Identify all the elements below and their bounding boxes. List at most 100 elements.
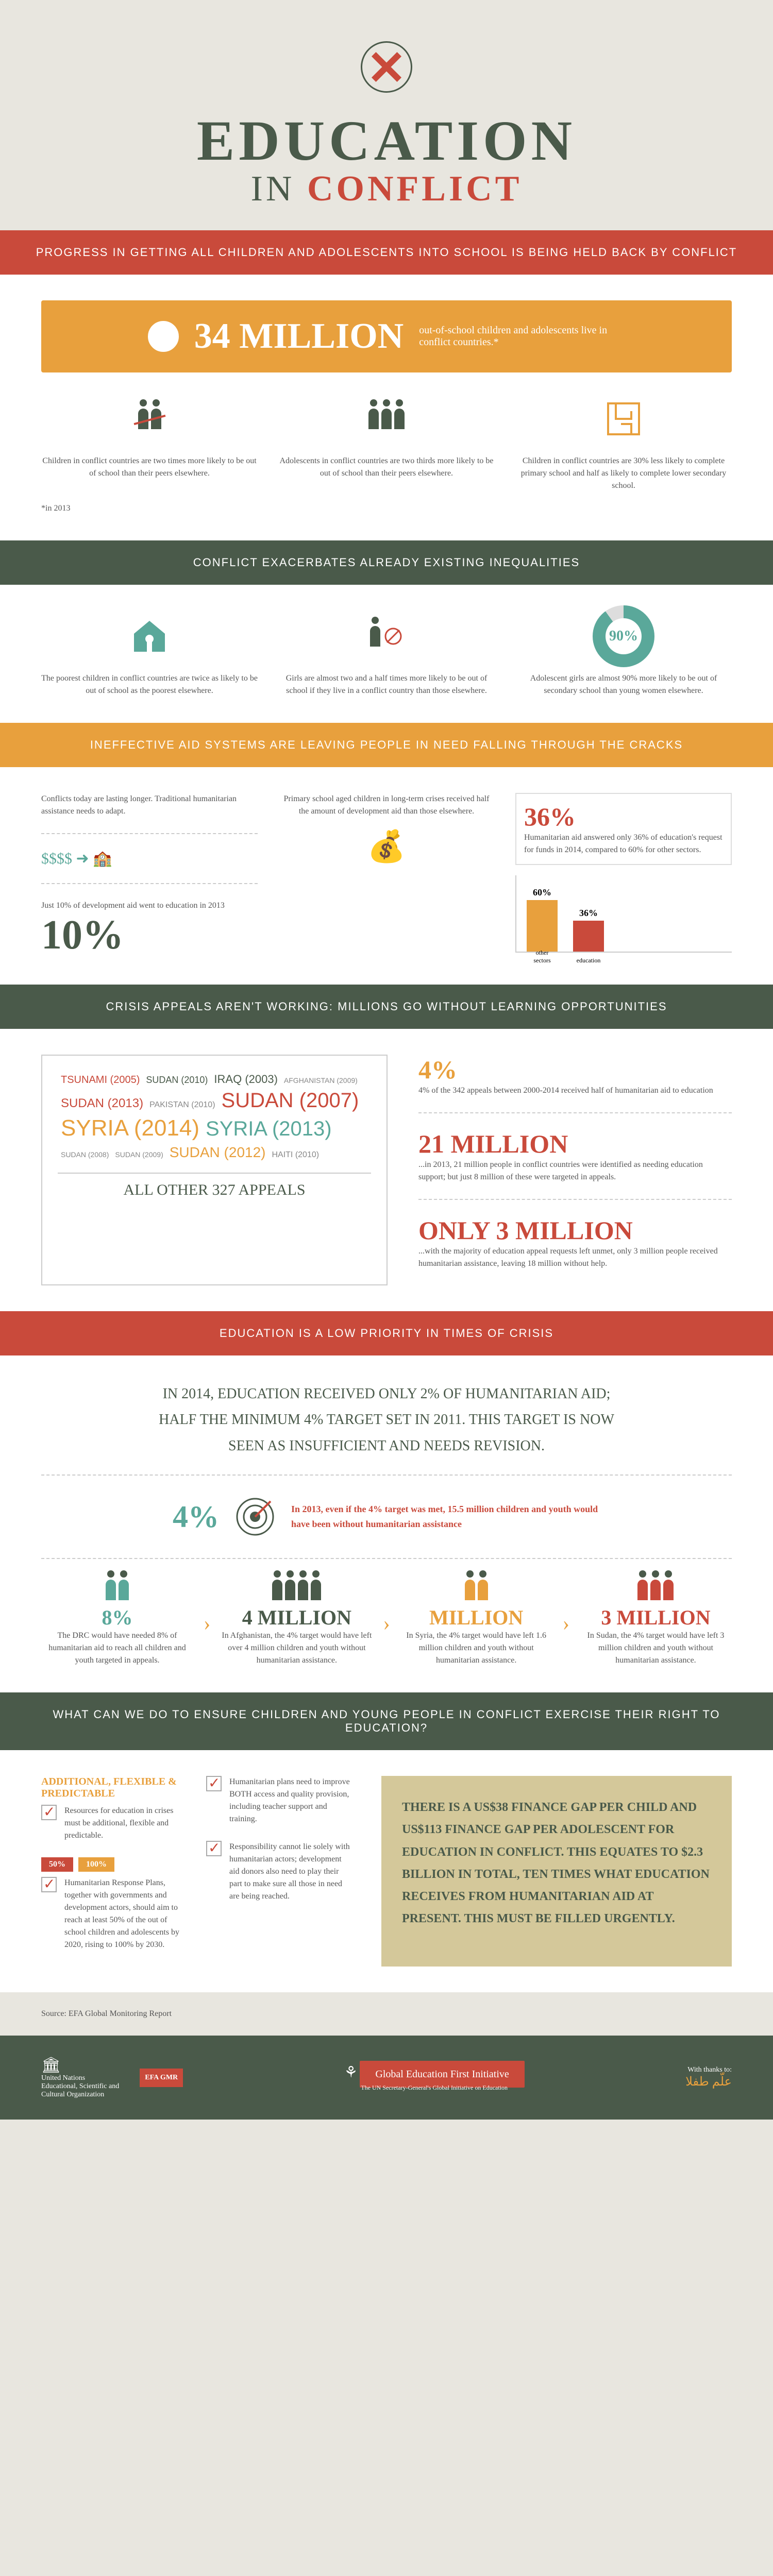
check-a: Resources for education in crises must b…: [64, 1805, 186, 1842]
aid-col-left: Conflicts today are lasting longer. Trad…: [41, 793, 258, 959]
stat-hero: 34 MILLION out-of-school children and ad…: [41, 300, 732, 372]
globe-icon: [148, 321, 179, 352]
bar1-label: 60%: [527, 887, 558, 898]
checkbox-icon: [41, 1805, 57, 1820]
row-three-stats: Children in conflict countries are two t…: [41, 393, 732, 492]
arrow-afg: 4 MILLION In Afghanistan, the 4% target …: [221, 1580, 373, 1667]
source-row: Source: EFA Global Monitoring Report: [0, 1992, 773, 2036]
banner-whatcanwedo: WHAT CAN WE DO TO ENSURE CHILDREN AND YO…: [0, 1692, 773, 1750]
checkbox-icon: [41, 1877, 57, 1892]
c-n: MILLION: [400, 1605, 552, 1630]
d-n: 3 MILLION: [580, 1605, 732, 1630]
logo-target-icon: [361, 41, 412, 93]
badge-100: 100%: [78, 1857, 114, 1872]
arrow-icon: ›: [204, 1611, 210, 1635]
col-90pct: 90% Adolescent girls are almost 90% more…: [515, 611, 732, 697]
footer: 🏛 United Nations Educational, Scientific…: [0, 2036, 773, 2120]
col-girls: Girls are almost two and a half times mo…: [278, 611, 495, 697]
arrow-syria: MILLION In Syria, the 4% target would ha…: [400, 1580, 552, 1667]
page: EDUCATION IN CONFLICT PROGRESS IN GETTIN…: [0, 0, 773, 2120]
subtitle-conflict: CONFLICT: [307, 169, 522, 209]
text-c: Children in conflict countries are 30% l…: [515, 455, 732, 492]
bar1-bottom: other sectors: [527, 949, 558, 964]
word-cloud-box: TSUNAMI (2005)SUDAN (2010)IRAQ (2003)AFG…: [41, 1055, 388, 1285]
donut-value: 90%: [606, 618, 642, 654]
text-a: Children in conflict countries are two t…: [41, 455, 258, 480]
col-children: Children in conflict countries are two t…: [41, 393, 258, 492]
s3-n: ONLY 3 MILLION: [418, 1215, 732, 1245]
header: EDUCATION IN CONFLICT: [0, 0, 773, 230]
arrow-sudan: 3 MILLION In Sudan, the 4% target would …: [580, 1580, 732, 1667]
aid-l2: Just 10% of development aid went to educ…: [41, 900, 258, 912]
aid-l1: Conflicts today are lasting longer. Trad…: [41, 793, 258, 818]
aid-right-text: Humanitarian aid answered only 36% of ed…: [524, 832, 723, 856]
target-text: In 2013, even if the 4% target was met, …: [291, 1502, 600, 1532]
source-text: Source: EFA Global Monitoring Report: [41, 2008, 732, 2020]
b-n: 4 MILLION: [221, 1605, 373, 1630]
arrow-icon: ›: [563, 1611, 569, 1635]
banner-priority: EDUCATION IS A LOW PRIORITY IN TIMES OF …: [0, 1311, 773, 1355]
banner-inequalities: CONFLICT EXACERBATES ALREADY EXISTING IN…: [0, 540, 773, 585]
ineq-c: Adolescent girls are almost 90% more lik…: [515, 672, 732, 697]
section-aid: Conflicts today are lasting longer. Trad…: [0, 767, 773, 985]
word-cloud: TSUNAMI (2005)SUDAN (2010)IRAQ (2003)AFG…: [58, 1071, 371, 1162]
check-b: Humanitarian plans need to improve BOTH …: [229, 1776, 350, 1825]
subtitle-in: IN: [251, 169, 295, 209]
banner-aid: INEFFECTIVE AID SYSTEMS ARE LEAVING PEOP…: [0, 723, 773, 767]
target-pct: 4%: [173, 1499, 219, 1535]
a-n: 8%: [41, 1605, 193, 1630]
section-priority: IN 2014, EDUCATION RECEIVED ONLY 2% OF H…: [0, 1355, 773, 1692]
graduates-icon: [278, 393, 495, 445]
badge-50: 50%: [41, 1857, 73, 1872]
arrow-row: 8% The DRC would have needed 8% of human…: [41, 1580, 732, 1667]
check-h1: ADDITIONAL, FLEXIBLE & PREDICTABLE: [41, 1776, 186, 1800]
subtitle: IN CONFLICT: [21, 168, 752, 210]
col-primary: Children in conflict countries are 30% l…: [515, 393, 732, 492]
house-icon: [41, 611, 258, 662]
aid-36pct: 36%: [524, 802, 723, 832]
target-icon: [234, 1496, 276, 1537]
ineq-b: Girls are almost two and a half times mo…: [278, 672, 495, 697]
b-t: In Afghanistan, the 4% target would have…: [221, 1630, 373, 1667]
donut-icon: 90%: [515, 611, 732, 662]
section-appeals: TSUNAMI (2005)SUDAN (2010)IRAQ (2003)AFG…: [0, 1029, 773, 1311]
bar2-bottom: education: [573, 957, 604, 964]
c-t: In Syria, the 4% target would have left …: [400, 1630, 552, 1667]
main-title: EDUCATION: [21, 108, 752, 174]
finance-box: THERE IS A US$38 FINANCE GAP PER CHILD A…: [381, 1776, 732, 1967]
gmr-logo: EFA GMR: [140, 2069, 183, 2087]
section-34m: 34 MILLION out-of-school children and ad…: [0, 275, 773, 540]
priority-text: IN 2014, EDUCATION RECEIVED ONLY 2% OF H…: [155, 1381, 618, 1459]
money-bag-icon: 💰: [278, 828, 495, 865]
section-actions: ADDITIONAL, FLEXIBLE & PREDICTABLE Resou…: [0, 1750, 773, 1992]
section-inequalities: The poorest children in conflict countri…: [0, 585, 773, 723]
s1-t: 4% of the 342 appeals between 2000-2014 …: [418, 1084, 732, 1097]
finance-text: THERE IS A US$38 FINANCE GAP PER CHILD A…: [402, 1801, 710, 1925]
bar-chart: 60% other sectors 36% education: [515, 875, 732, 953]
checklist-col: ADDITIONAL, FLEXIBLE & PREDICTABLE Resou…: [41, 1776, 350, 1967]
aid-col-mid: Primary school aged children in long-ter…: [278, 793, 495, 959]
col-poorest: The poorest children in conflict countri…: [41, 611, 258, 697]
gefi-block: ⚘ Global Education First Initiative The …: [204, 2063, 665, 2092]
appeals-stats: 4% 4% of the 342 appeals between 2000-20…: [418, 1055, 732, 1285]
check-d: Responsibility cannot lie solely with hu…: [229, 1841, 350, 1903]
check-c: Humanitarian Response Plans, together wi…: [64, 1877, 186, 1951]
s1-n: 4%: [418, 1055, 732, 1084]
checkbox-icon: [206, 1776, 222, 1791]
bar2-label: 36%: [573, 908, 604, 919]
bar-other: 60% other sectors: [527, 900, 558, 952]
ineq-a: The poorest children in conflict countri…: [41, 672, 258, 697]
money-arrow-icon: $$$$ ➜ 🏫: [41, 850, 258, 868]
checkbox-icon: [206, 1841, 222, 1856]
thanks: With thanks to: علّم طفلا: [685, 2066, 732, 2089]
s3-t: ...with the majority of education appeal…: [418, 1245, 732, 1270]
children-icon: [41, 393, 258, 445]
hero-text: out-of-school children and adolescents l…: [419, 325, 625, 348]
hero-number: 34 MILLION: [194, 316, 404, 357]
s2-n: 21 MILLION: [418, 1129, 732, 1159]
aid-col-right: 36% Humanitarian aid answered only 36% o…: [515, 793, 732, 959]
banner-appeals: CRISIS APPEALS AREN'T WORKING: MILLIONS …: [0, 985, 773, 1029]
footnote: *in 2013: [41, 502, 732, 515]
s2-t: ...in 2013, 21 million people in conflic…: [418, 1159, 732, 1183]
maze-icon: [515, 393, 732, 445]
